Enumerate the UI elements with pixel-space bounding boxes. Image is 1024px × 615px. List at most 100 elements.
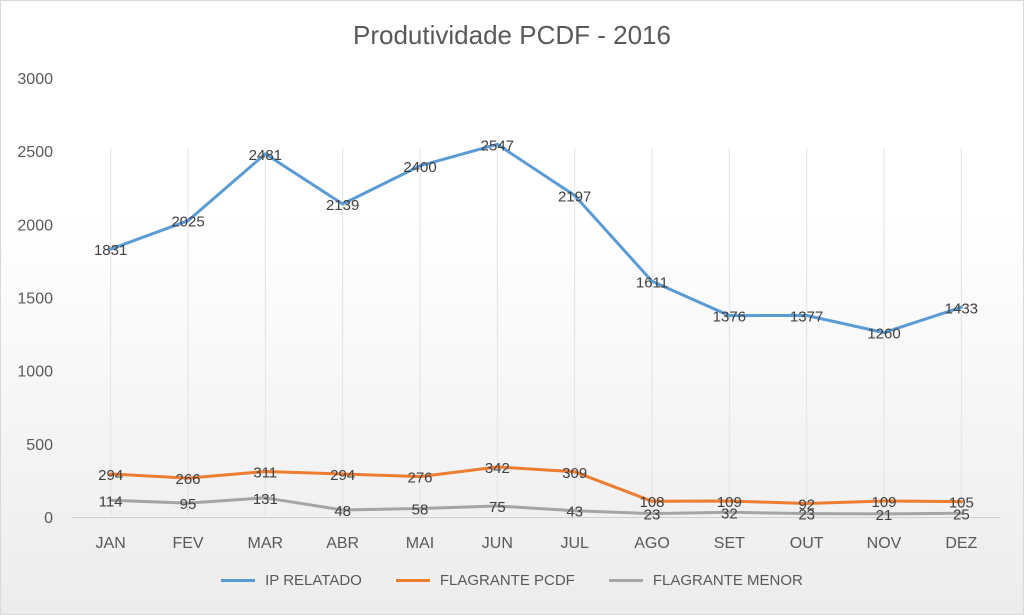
data-point-ip-relatado: [341, 202, 345, 206]
data-label-flagrante-menor: 58: [412, 502, 429, 519]
x-tick-label: DEZ: [945, 535, 977, 552]
data-point-flagrante-pcdf: [573, 470, 577, 474]
data-label-flagrante-pcdf: 294: [98, 467, 123, 484]
data-label-flagrante-menor: 25: [953, 506, 970, 523]
x-tick-label: ABR: [326, 535, 359, 552]
data-label-flagrante-pcdf: 108: [639, 494, 664, 511]
data-label-flagrante-pcdf: 266: [175, 471, 200, 488]
x-tick-label: JUN: [482, 535, 513, 552]
x-tick-label: MAR: [248, 535, 284, 552]
y-tick-label: 3000: [17, 71, 53, 88]
data-point-ip-relatado: [727, 314, 731, 318]
data-label-ip-relatado: 2481: [249, 147, 282, 164]
legend-label-flagrante-pcdf: FLAGRANTE PCDF: [439, 572, 575, 589]
data-point-flagrante-pcdf: [495, 465, 499, 469]
data-label-ip-relatado: 2139: [326, 197, 359, 214]
data-point-flagrante-pcdf: [109, 472, 113, 476]
data-label-ip-relatado: 1377: [790, 308, 823, 325]
data-label-flagrante-menor: 114: [99, 493, 123, 510]
data-label-ip-relatado: 2025: [171, 214, 204, 231]
data-label-flagrante-pcdf: 109: [717, 494, 742, 511]
data-point-ip-relatado: [109, 247, 113, 251]
data-point-ip-relatado: [495, 142, 499, 146]
data-point-flagrante-menor: [263, 496, 267, 500]
data-label-flagrante-menor: 48: [334, 503, 351, 520]
legend-item-flagrante-pcdf: FLAGRANTE PCDF: [395, 572, 575, 589]
data-label-flagrante-pcdf: 105: [949, 495, 974, 512]
legend-label-flagrante-menor: FLAGRANTE MENOR: [652, 572, 803, 589]
data-label-flagrante-menor: 95: [180, 496, 197, 513]
series-line-flagrante-menor: [109, 496, 963, 516]
x-tick-label: MAI: [406, 535, 434, 552]
legend-swatch-ip-relatado: [221, 579, 256, 582]
x-tick-label: JAN: [96, 535, 126, 552]
data-point-flagrante-menor: [495, 504, 499, 508]
data-point-flagrante-pcdf: [650, 499, 654, 503]
data-point-flagrante-pcdf: [882, 499, 886, 503]
data-point-ip-relatado: [650, 279, 654, 283]
data-point-flagrante-menor: [109, 498, 113, 502]
legend: IP RELATADO FLAGRANTE PCDF FLAGRANTE MEN…: [0, 572, 1024, 589]
y-tick-label: 1500: [17, 291, 53, 308]
data-label-flagrante-pcdf: 294: [330, 467, 355, 484]
x-tick-label: FEV: [172, 535, 203, 552]
data-label-ip-relatado: 2400: [403, 159, 436, 176]
data-point-ip-relatado: [573, 194, 577, 198]
y-tick-label: 0: [44, 510, 53, 527]
legend-swatch-flagrante-menor: [608, 579, 643, 582]
data-label-flagrante-pcdf: 342: [485, 460, 510, 477]
data-point-flagrante-menor: [341, 508, 345, 512]
data-label-ip-relatado: 1260: [867, 326, 900, 343]
data-point-ip-relatado: [882, 331, 886, 335]
data-point-ip-relatado: [263, 152, 267, 156]
chart-title: Produtividade PCDF - 2016: [353, 20, 671, 50]
data-label-ip-relatado: 1831: [94, 242, 127, 259]
x-tick-label: SET: [714, 535, 745, 552]
data-label-ip-relatado: 2197: [558, 189, 591, 206]
data-point-flagrante-menor: [186, 501, 190, 505]
y-tick-label: 2500: [17, 144, 53, 161]
data-label-flagrante-menor: 21: [876, 507, 893, 524]
data-point-flagrante-pcdf: [727, 499, 731, 503]
legend-item-ip-relatado: IP RELATADO: [221, 572, 362, 589]
data-label-flagrante-pcdf: 276: [407, 470, 432, 487]
data-point-flagrante-menor: [882, 512, 886, 516]
data-point-flagrante-menor: [418, 507, 422, 511]
data-label-flagrante-menor: 43: [566, 504, 583, 521]
x-tick-label: NOV: [867, 535, 902, 552]
data-point-flagrante-pcdf: [418, 475, 422, 479]
series-line-flagrante-pcdf: [109, 465, 963, 505]
data-point-flagrante-pcdf: [263, 469, 267, 473]
legend-item-flagrante-menor: FLAGRANTE MENOR: [608, 572, 803, 589]
data-point-ip-relatado: [186, 219, 190, 223]
data-label-flagrante-menor: 23: [798, 507, 815, 524]
data-label-flagrante-pcdf: 109: [871, 494, 896, 511]
y-tick-label: 500: [26, 437, 53, 454]
data-point-flagrante-menor: [959, 511, 963, 515]
data-label-ip-relatado: 1611: [636, 274, 668, 291]
data-point-ip-relatado: [959, 305, 963, 309]
data-point-flagrante-menor: [805, 512, 809, 516]
data-point-flagrante-menor: [573, 509, 577, 513]
data-label-flagrante-pcdf: 92: [798, 497, 815, 514]
data-point-ip-relatado: [805, 313, 809, 317]
x-tick-label: JUL: [560, 535, 589, 552]
data-label-flagrante-menor: 32: [721, 505, 738, 522]
x-tick-label: AGO: [634, 535, 670, 552]
data-point-ip-relatado: [418, 164, 422, 168]
data-label-flagrante-pcdf: 309: [562, 465, 587, 482]
data-label-flagrante-menor: 131: [253, 491, 278, 508]
data-point-flagrante-pcdf: [341, 472, 345, 476]
y-tick-label: 2000: [17, 217, 53, 234]
data-label-flagrante-menor: 75: [489, 499, 506, 516]
y-tick-label: 1000: [17, 364, 53, 381]
data-label-ip-relatado: 1433: [945, 300, 978, 317]
data-point-flagrante-pcdf: [805, 502, 809, 506]
data-label-ip-relatado: 1376: [713, 309, 746, 326]
data-point-flagrante-menor: [650, 512, 654, 516]
data-point-flagrante-pcdf: [959, 500, 963, 504]
x-tick-label: OUT: [790, 535, 824, 552]
legend-swatch-flagrante-pcdf: [395, 579, 430, 582]
data-label-flagrante-pcdf: 311: [253, 464, 277, 481]
